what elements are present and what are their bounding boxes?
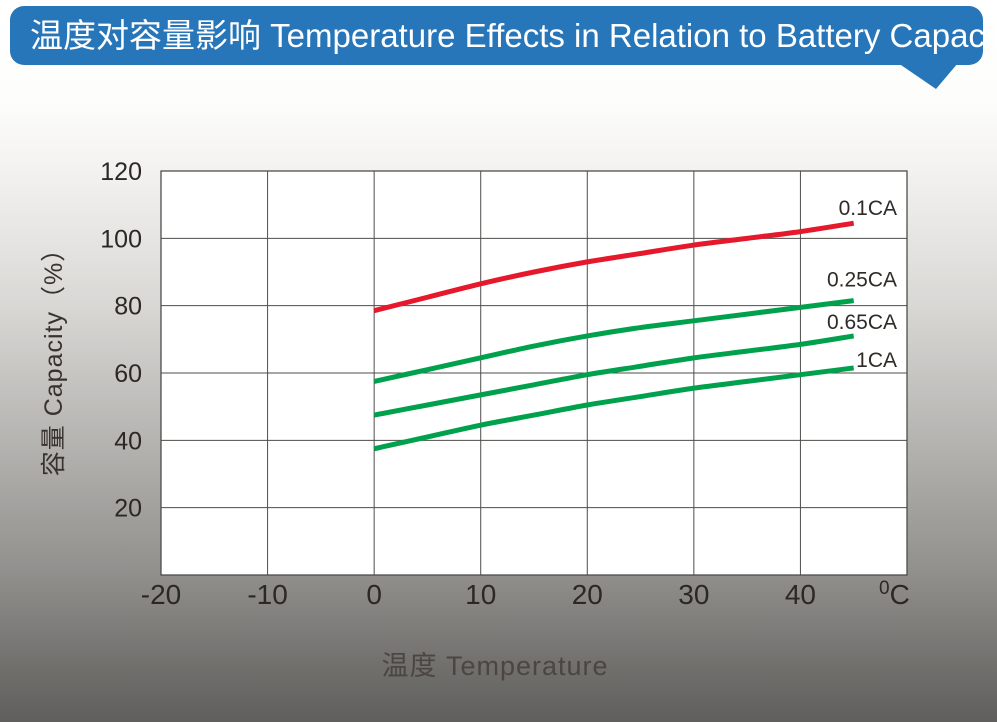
x-tick-label: 0 [366,579,382,610]
series-label-1CA: 1CA [856,349,897,372]
y-axis-title: 容量 Capacity（%） [40,235,68,477]
y-tick-label: 100 [100,225,142,253]
x-tick-label: 30 [678,579,709,610]
series-label-0.1CA: 0.1CA [839,197,897,220]
x-tick-label: 10 [465,579,496,610]
plot-border [160,170,908,576]
x-axis-title: 温度 Temperature [381,651,609,681]
title-banner: 温度对容量影响 Temperature Effects in Relation … [10,6,997,65]
x-axis-unit: 0C [879,578,910,610]
series-label-0.25CA: 0.25CA [827,269,897,292]
page-title: 温度对容量影响 Temperature Effects in Relation … [30,17,997,54]
y-tick-label: 60 [114,360,142,388]
x-tick-label: -20 [141,579,181,610]
y-tick-label: 80 [114,293,142,321]
series-line-0.65CA [373,333,855,418]
x-tick-label: 20 [572,579,603,610]
series-line-0.1CA [373,220,855,314]
series-line-1CA [373,365,855,452]
banner-tail-icon [898,63,958,89]
y-tick-label: 120 [100,158,142,186]
series-label-0.65CA: 0.65CA [827,311,897,334]
x-tick-label: 40 [785,579,816,610]
y-tick-label: 20 [114,495,142,523]
x-tick-label: -10 [247,579,287,610]
series-line-0.25CA [373,298,855,384]
y-tick-label: 40 [114,427,142,455]
